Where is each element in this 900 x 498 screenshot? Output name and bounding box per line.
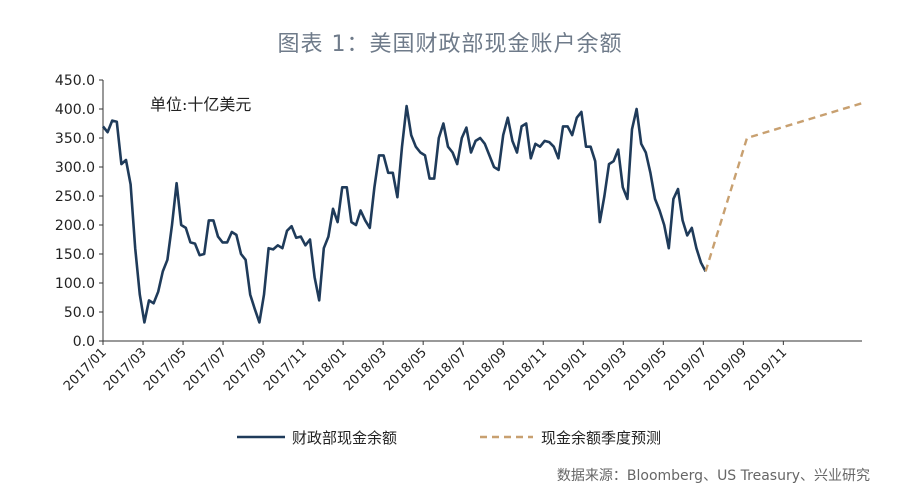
series-line-forecast	[704, 102, 863, 272]
series-line-cash-balance	[101, 104, 707, 324]
x-tick-label: 2019/05	[621, 345, 670, 394]
axes	[102, 80, 862, 342]
y-tick-label: 350.0	[55, 131, 95, 147]
unit-label: 单位:十亿美元	[150, 95, 251, 114]
legend-label-cash-balance: 财政部现金余额	[292, 429, 397, 447]
y-tick-label: 300.0	[55, 160, 95, 176]
x-tick-label: 2019/11	[741, 345, 790, 394]
x-tick-label: 2018/11	[501, 345, 550, 394]
y-tick-label: 250.0	[55, 189, 95, 205]
x-tick-label: 2017/03	[101, 345, 150, 394]
x-tick-label: 2019/09	[701, 345, 750, 394]
source-note: 数据来源：Bloomberg、US Treasury、兴业研究	[556, 468, 870, 484]
x-axis-ticks: 2017/012017/032017/052017/072017/092017/…	[61, 341, 790, 394]
x-tick-label: 2019/03	[581, 345, 630, 394]
x-tick-label: 2017/11	[261, 345, 310, 394]
x-tick-label: 2018/07	[421, 345, 470, 394]
x-tick-label: 2019/07	[661, 345, 710, 394]
chart-title: 图表 1：美国财政部现金账户余额	[277, 32, 623, 57]
y-tick-label: 50.0	[64, 305, 95, 321]
legend: 财政部现金余额 现金余额季度预测	[237, 429, 661, 447]
y-axis-ticks: 0.0 50.0 100.0 150.0 200.0 250.0 300.0 350.0 400…	[55, 73, 103, 350]
x-tick-label: 2018/03	[341, 345, 390, 394]
y-tick-label: 400.0	[55, 102, 95, 118]
y-tick-label: 200.0	[55, 218, 95, 234]
legend-label-forecast: 现金余额季度预测	[541, 429, 661, 447]
y-tick-label: 150.0	[55, 247, 95, 263]
x-tick-label: 2018/09	[461, 345, 510, 394]
x-tick-label: 2017/09	[221, 345, 270, 394]
x-tick-label: 2017/05	[141, 345, 190, 394]
y-tick-label: 450.0	[55, 73, 95, 89]
x-tick-label: 2019/01	[541, 345, 590, 394]
y-tick-label: 0.0	[73, 334, 95, 350]
x-tick-label: 2018/05	[381, 345, 430, 394]
x-tick-label: 2018/01	[301, 345, 350, 394]
y-tick-label: 100.0	[55, 276, 95, 292]
series-layer	[101, 102, 863, 324]
x-tick-label: 2017/07	[181, 345, 230, 394]
x-tick-label: 2017/01	[61, 345, 110, 394]
